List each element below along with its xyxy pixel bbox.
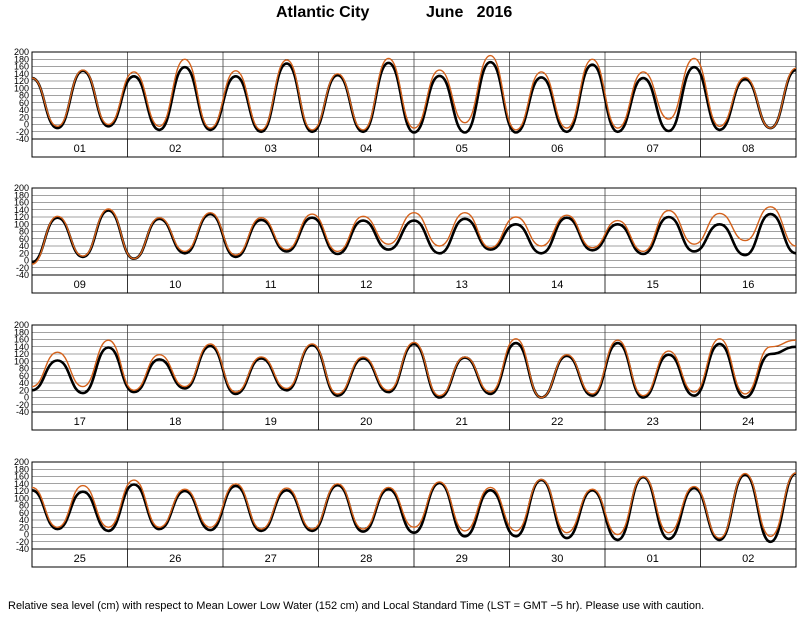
y-tick-label: -20 xyxy=(16,263,29,273)
day-label: 01 xyxy=(74,143,86,155)
day-label: 14 xyxy=(551,279,563,291)
y-tick-label: 80 xyxy=(19,227,29,237)
observed-series xyxy=(31,54,797,131)
day-label: 23 xyxy=(647,416,659,428)
y-tick-label: 180 xyxy=(14,327,29,337)
y-tick-label: 200 xyxy=(14,47,29,57)
y-tick-label: 160 xyxy=(14,472,29,482)
y-tick-label: 0 xyxy=(24,120,29,130)
station-title: Atlantic City xyxy=(276,4,370,21)
y-tick-label: 200 xyxy=(14,320,29,330)
y-tick-label: 100 xyxy=(14,493,29,503)
footnote: Relative sea level (cm) with respect to … xyxy=(8,600,705,612)
y-tick-label: 80 xyxy=(19,501,29,511)
y-tick-label: 180 xyxy=(14,190,29,200)
day-label: 25 xyxy=(74,553,86,565)
y-tick-label: -40 xyxy=(16,544,29,554)
y-tick-label: 120 xyxy=(14,486,29,496)
day-label: 26 xyxy=(169,553,181,565)
y-tick-label: 20 xyxy=(19,112,29,122)
y-tick-label: 40 xyxy=(19,241,29,251)
y-tick-label: 200 xyxy=(14,457,29,467)
y-tick-label: 100 xyxy=(14,356,29,366)
day-label: 29 xyxy=(456,553,468,565)
y-tick-label: -20 xyxy=(16,127,29,137)
y-tick-label: 140 xyxy=(14,342,29,352)
day-label: 13 xyxy=(456,279,468,291)
y-tick-label: 0 xyxy=(24,530,29,540)
chart-title: Atlantic City June 2016 xyxy=(0,4,800,28)
day-label: 12 xyxy=(360,279,372,291)
y-tick-label: 100 xyxy=(14,83,29,93)
observed-series xyxy=(31,472,797,539)
day-label: 08 xyxy=(742,143,754,155)
y-tick-label: 60 xyxy=(19,234,29,244)
y-tick-label: 120 xyxy=(14,212,29,222)
day-label: 10 xyxy=(169,279,181,291)
y-tick-label: 200 xyxy=(14,183,29,193)
y-tick-label: 120 xyxy=(14,76,29,86)
day-label: 30 xyxy=(551,553,563,565)
y-tick-label: 20 xyxy=(19,385,29,395)
y-tick-label: 180 xyxy=(14,464,29,474)
y-tick-label: 160 xyxy=(14,62,29,72)
predicted-series xyxy=(31,472,797,544)
y-tick-label: 140 xyxy=(14,69,29,79)
day-label: 24 xyxy=(742,416,754,428)
day-label: 11 xyxy=(265,279,276,291)
day-label: 22 xyxy=(551,416,563,428)
day-label: 02 xyxy=(742,553,754,565)
y-tick-label: 180 xyxy=(14,54,29,64)
y-tick-label: 60 xyxy=(19,508,29,518)
y-tick-label: 160 xyxy=(14,335,29,345)
y-tick-label: 0 xyxy=(24,393,29,403)
y-tick-label: 20 xyxy=(19,248,29,258)
day-label: 07 xyxy=(647,143,659,155)
day-label: 04 xyxy=(360,143,372,155)
y-tick-label: 80 xyxy=(19,364,29,374)
y-tick-label: 20 xyxy=(19,522,29,532)
day-label: 03 xyxy=(265,143,277,155)
y-tick-label: 40 xyxy=(19,105,29,115)
day-label: 06 xyxy=(551,143,563,155)
y-tick-label: 120 xyxy=(14,349,29,359)
y-tick-label: 40 xyxy=(19,515,29,525)
y-tick-label: 140 xyxy=(14,205,29,215)
day-label: 20 xyxy=(360,416,372,428)
day-label: 16 xyxy=(742,279,754,291)
day-label: 15 xyxy=(647,279,659,291)
y-tick-label: 40 xyxy=(19,378,29,388)
day-label: 05 xyxy=(456,143,468,155)
y-tick-label: -40 xyxy=(16,407,29,417)
predicted-series xyxy=(31,60,797,134)
y-tick-label: 160 xyxy=(14,198,29,208)
y-tick-label: -40 xyxy=(16,270,29,280)
y-tick-label: 60 xyxy=(19,98,29,108)
day-label: 27 xyxy=(265,553,277,565)
y-tick-label: 0 xyxy=(24,256,29,266)
day-label: 17 xyxy=(74,416,86,428)
y-tick-label: 80 xyxy=(19,91,29,101)
y-tick-label: -20 xyxy=(16,400,29,410)
observed-series xyxy=(31,206,797,265)
day-label: 21 xyxy=(456,416,468,428)
y-tick-label: 60 xyxy=(19,371,29,381)
day-label: 19 xyxy=(265,416,277,428)
y-tick-label: 140 xyxy=(14,479,29,489)
day-label: 28 xyxy=(360,553,372,565)
day-label: 01 xyxy=(647,553,659,565)
observed-series xyxy=(31,338,797,399)
y-tick-label: -40 xyxy=(16,134,29,144)
month-title: June 2016 xyxy=(426,4,513,21)
day-label: 18 xyxy=(169,416,181,428)
y-tick-label: -20 xyxy=(16,537,29,547)
day-label: 09 xyxy=(74,279,86,291)
day-label: 02 xyxy=(169,143,181,155)
y-tick-label: 100 xyxy=(14,219,29,229)
